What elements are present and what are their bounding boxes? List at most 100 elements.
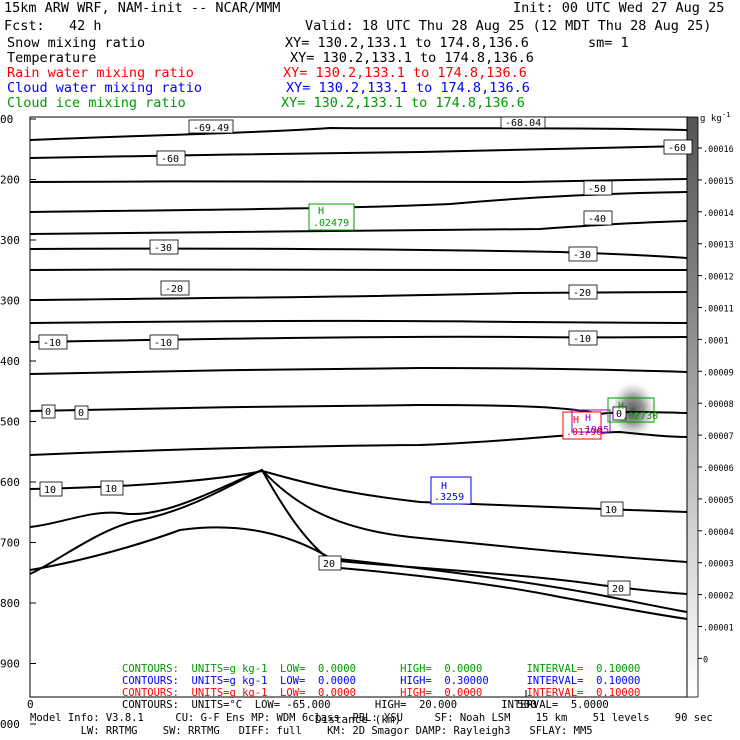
high-letter: H — [441, 481, 447, 492]
label-minus60-b: -60 — [668, 143, 686, 154]
high-value: .02730 — [622, 411, 658, 422]
isotherms — [29, 126, 688, 620]
label-box — [568, 284, 598, 300]
label-10-a: 10 — [44, 485, 56, 496]
colorbar-tick-label: .00006 — [703, 464, 734, 474]
label-box — [149, 334, 179, 350]
high-letter: H — [618, 401, 624, 412]
label-box — [38, 334, 68, 350]
forecast-hour: Fcst: 42 h — [4, 18, 102, 34]
cloud-water-high: H .3259 — [430, 476, 472, 505]
colorbar-tick-label: 0 — [703, 655, 708, 665]
label-box — [583, 180, 613, 196]
label-box — [607, 580, 631, 596]
isotherm--5 — [29, 430, 688, 456]
label-minus30-b: -30 — [573, 250, 591, 261]
label-minus20-b: -20 — [573, 288, 591, 299]
y-tick-label: 900 — [0, 658, 20, 671]
colorbar-tick-label: .00012 — [703, 273, 734, 283]
isotherm--25 — [29, 319, 688, 324]
high-markers: H .02479 H .3259 H .01796 H .1905 H .027… — [308, 203, 658, 505]
colorbar-tick-label: .00016 — [703, 145, 734, 155]
label-10-c: 10 — [605, 505, 617, 516]
high-letter: H — [585, 413, 591, 424]
label-minus20-a: -20 — [165, 284, 183, 295]
y-tick-label: 200 — [0, 174, 20, 187]
x-axis: 0 500 Distance (km) — [27, 690, 537, 726]
field-cloud-ice-name: Cloud ice mixing ratio — [7, 95, 186, 111]
label-minus60-a: -60 — [161, 154, 179, 165]
isotherm-20 — [29, 468, 688, 595]
high-letter: H — [318, 206, 324, 217]
x-tick-0: 0 — [27, 698, 34, 711]
high-value: .1905 — [579, 425, 609, 436]
label-minus69: -69.49 — [193, 123, 229, 134]
label-box — [188, 119, 234, 134]
field-snow-smooth: sm= 1 — [588, 35, 629, 51]
snow-max-shading — [609, 380, 657, 440]
field-temperature-xy: XY= 130.2,133.1 to 174.8,136.6 — [290, 50, 534, 66]
y-tick-label: 00 — [0, 113, 13, 126]
colorbar-tick-label: .00015 — [703, 177, 734, 187]
field-rain-xy: XY= 130.2,133.1 to 174.8,136.6 — [283, 65, 527, 81]
label-box — [156, 150, 186, 166]
isotherm-10-a — [29, 469, 688, 513]
label-zero-b: 0 — [78, 408, 84, 419]
cloud-ice-high-1: H .02479 — [308, 203, 355, 231]
label-box — [149, 239, 179, 255]
label-box — [583, 210, 613, 226]
label-minus68: -68.04 — [505, 118, 541, 129]
isotherm--35 — [29, 268, 687, 272]
y-tick-label: 000 — [0, 718, 20, 731]
label-zero-a: 0 — [45, 407, 51, 418]
colorbar-tick-label: .00007 — [703, 432, 734, 442]
label-box — [74, 405, 89, 420]
label-box — [100, 480, 124, 496]
label-minus30-a: -30 — [154, 243, 172, 254]
label-box — [500, 116, 546, 129]
colorbar-tick-label: .00004 — [703, 528, 734, 538]
field-rain-name: Rain water mixing ratio — [7, 65, 194, 81]
label-zero-c: 0 — [616, 409, 622, 420]
label-minus10-a: -10 — [43, 338, 61, 349]
cloud-ice-high-2: H .02730 — [607, 397, 658, 423]
label-box — [318, 555, 342, 571]
colorbar-tick-label: .00008 — [703, 400, 734, 410]
isotherm--15 — [29, 366, 688, 375]
label-minus40: -40 — [588, 214, 606, 225]
isotherm--30 — [29, 291, 688, 301]
y-tick-label: 800 — [0, 597, 20, 610]
y-tick-label: 400 — [0, 355, 20, 368]
colorbar-tick-label: .00013 — [703, 241, 734, 251]
colorbar-tick-label: .0001 — [703, 336, 729, 346]
label-minus50: -50 — [588, 184, 606, 195]
plot-frame — [29, 116, 688, 698]
colorbar-tick-label: .00005 — [703, 496, 734, 506]
label-box — [39, 481, 63, 497]
isotherm--60 — [29, 145, 688, 159]
y-tick-label: 700 — [0, 537, 20, 550]
y-tick-label: 300 — [0, 234, 20, 247]
label-box — [612, 406, 627, 421]
contour-info-cloud-ice: CONTOURS: UNITS=g kg-1 LOW= 0.0000 HIGH=… — [122, 663, 641, 675]
isotherm-10-b — [29, 468, 688, 563]
label-20-a: 20 — [323, 559, 335, 570]
label-minus10-c: -10 — [573, 334, 591, 345]
model-info: Model Info: V3.8.1 CU: G-F Ens MP: WDM 6… — [30, 712, 713, 724]
init-time: Init: 00 UTC Wed 27 Aug 25 — [513, 0, 725, 16]
contour-info-cloud-water: CONTOURS: UNITS=g kg-1 LOW= 0.0000 HIGH=… — [122, 675, 641, 687]
model-title: 15km ARW WRF, NAM-init -- NCAR/MMM — [4, 0, 281, 16]
y-tick-label: 600 — [0, 476, 20, 489]
valid-time: Valid: 18 UTC Thu 28 Aug 25 (12 MDT Thu … — [305, 18, 712, 34]
field-cloud-water-xy: XY= 130.2,133.1 to 174.8,136.6 — [286, 80, 530, 96]
label-box — [568, 330, 598, 346]
temperature-labels: -69.49 -68.04 -60 -60 -50 -40 -30 -30 -2… — [38, 116, 693, 596]
high-value: .3259 — [434, 492, 464, 503]
y-axis: 00 200 300 300 400 500 600 700 800 900 000 — [0, 113, 36, 731]
label-minus10-b: -10 — [154, 338, 172, 349]
label-20-b: 20 — [612, 584, 624, 595]
colorbar-tick-label: .00014 — [703, 209, 734, 219]
y-tick-label: 500 — [0, 416, 20, 429]
label-box — [568, 246, 598, 262]
colorbar-unit-exp: -1 — [722, 111, 730, 119]
